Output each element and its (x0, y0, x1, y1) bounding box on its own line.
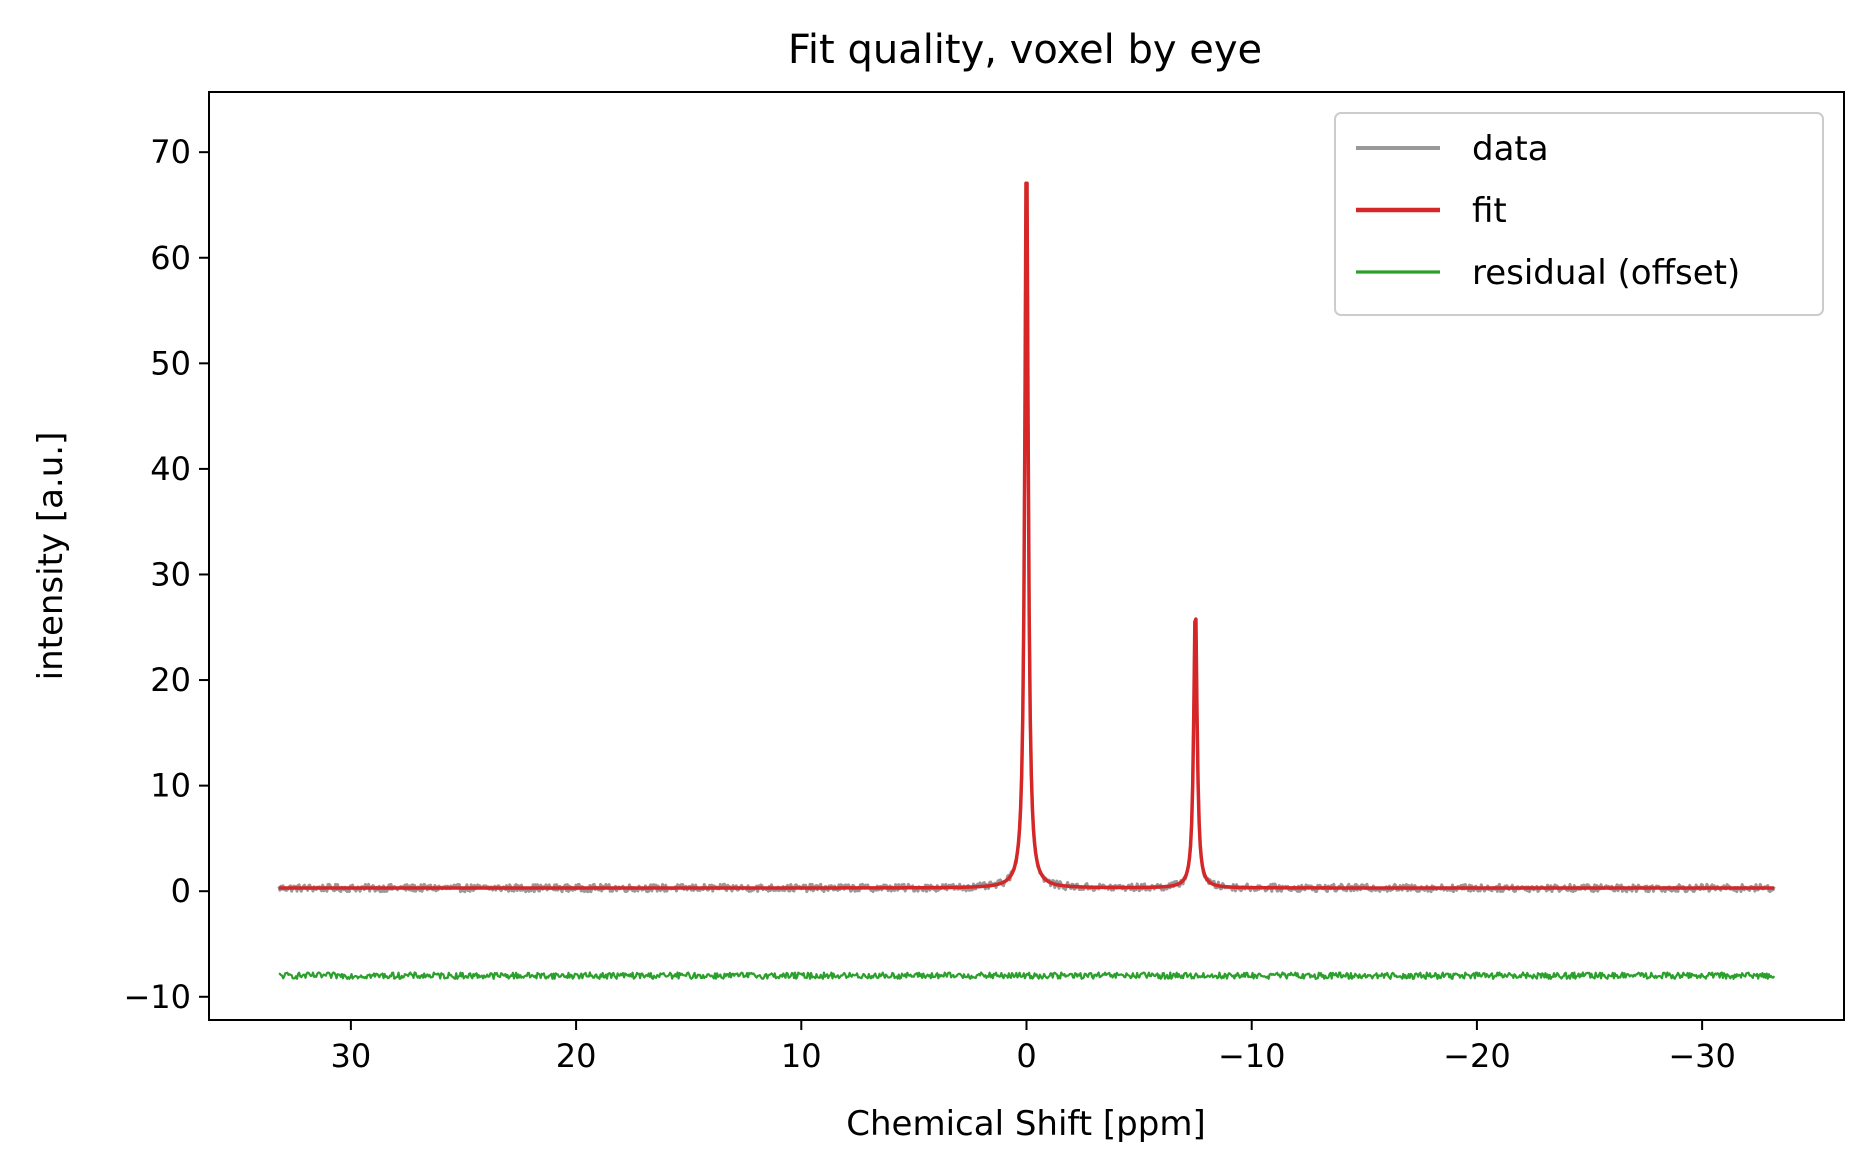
y-tick-label: 70 (150, 133, 191, 171)
legend: data fit residual (offset) (1334, 112, 1824, 316)
y-tick-label: 20 (150, 661, 191, 699)
x-tick-label: 30 (331, 1037, 372, 1075)
x-tick-label: 10 (781, 1037, 822, 1075)
legend-box (1334, 112, 1824, 316)
series-line-residual-offset (278, 971, 1776, 980)
y-tick-label: 30 (150, 555, 191, 593)
y-tick-label: 60 (150, 239, 191, 277)
series-line-fit (278, 181, 1775, 890)
y-axis-label: intensity [a.u.] (31, 432, 71, 681)
legend-label: fit (1472, 191, 1507, 231)
y-axis: −10 0 10 20 30 40 50 60 70 (123, 133, 209, 1016)
x-axis-label: Chemical Shift [ppm] (846, 1104, 1205, 1144)
legend-label: data (1472, 129, 1549, 169)
y-tick-label: −10 (123, 978, 191, 1016)
legend-label: residual (offset) (1472, 253, 1740, 293)
y-tick-label: 0 (171, 872, 191, 910)
plot-area (277, 181, 1776, 980)
x-tick-label: −30 (1668, 1037, 1736, 1075)
y-tick-label: 50 (150, 344, 191, 382)
y-tick-label: 40 (150, 450, 191, 488)
x-axis: 30 20 10 0 −10 −20 −30 (331, 1020, 1736, 1075)
chart-title: Fit quality, voxel by eye (788, 27, 1262, 73)
x-tick-label: 0 (1016, 1037, 1036, 1075)
x-tick-label: −20 (1443, 1037, 1511, 1075)
x-tick-label: −10 (1218, 1037, 1286, 1075)
y-tick-label: 10 (150, 767, 191, 805)
x-tick-label: 20 (556, 1037, 597, 1075)
